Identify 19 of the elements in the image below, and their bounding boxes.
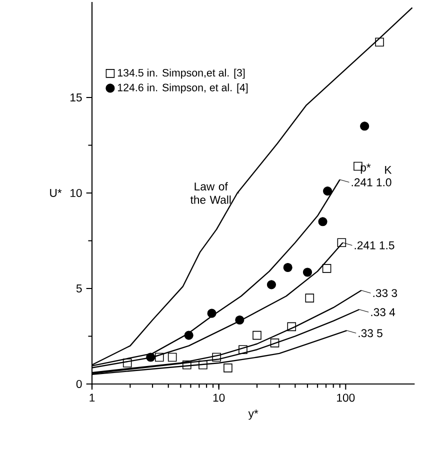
annotation: .33 5 — [358, 329, 382, 338]
annotation: Law of the Wall — [190, 182, 231, 204]
x-tick-label: 10 — [213, 394, 225, 402]
annotation: .33 3 — [373, 289, 398, 298]
y-tick-label: 10 — [70, 188, 82, 198]
annotation: .33 4 — [371, 308, 396, 316]
legend-label: 134.5 in. Simpson,et al. [3] — [118, 68, 245, 79]
annotation: .241 1.5 — [354, 241, 394, 250]
legend-label: 124.6 in. Simpson, et al. [4] — [118, 83, 248, 94]
x-tick-label: 100 — [337, 394, 355, 402]
annotation: .241 1.0 — [352, 178, 392, 186]
y-tick-label: 15 — [70, 94, 82, 102]
annotation: K — [385, 166, 392, 174]
annotation: p* — [360, 164, 371, 174]
x-axis-title: y* — [248, 410, 258, 420]
y-axis-title: U* — [50, 189, 62, 197]
y-tick-label: 5 — [76, 284, 82, 292]
x-tick-label: 1 — [90, 394, 95, 402]
y-tick-label: 0 — [76, 380, 82, 388]
